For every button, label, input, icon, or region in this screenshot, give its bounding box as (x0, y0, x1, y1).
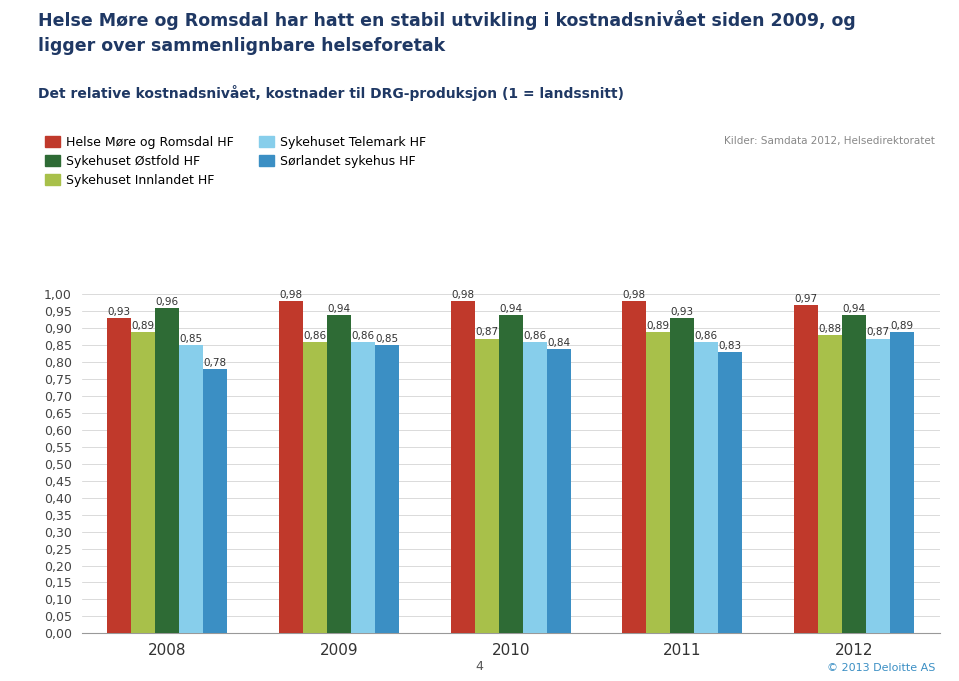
Text: 0,86: 0,86 (352, 331, 375, 341)
Bar (375, 345, 399, 633)
Text: 0,98: 0,98 (279, 290, 302, 300)
Text: 0,94: 0,94 (327, 304, 351, 314)
Text: 0,86: 0,86 (695, 331, 718, 341)
Text: 0,98: 0,98 (622, 290, 645, 300)
Text: 0,85: 0,85 (180, 334, 203, 345)
Bar (523, 342, 547, 633)
Bar (351, 342, 375, 633)
Bar (203, 369, 227, 633)
Bar (547, 349, 571, 633)
Bar (890, 332, 914, 633)
Text: © 2013 Deloitte AS: © 2013 Deloitte AS (827, 663, 935, 673)
Text: ligger over sammenlignbare helseforetak: ligger over sammenlignbare helseforetak (38, 37, 446, 55)
Bar (646, 332, 670, 633)
Text: 0,86: 0,86 (303, 331, 326, 341)
Bar (818, 335, 842, 633)
Bar (279, 301, 303, 633)
Bar (622, 301, 646, 633)
Text: 0,93: 0,93 (670, 307, 694, 317)
Legend: Helse Møre og Romsdal HF, Sykehuset Østfold HF, Sykehuset Innlandet HF, Sykehuse: Helse Møre og Romsdal HF, Sykehuset Østf… (45, 136, 426, 187)
Bar (794, 304, 818, 633)
Text: 0,85: 0,85 (376, 334, 399, 345)
Text: 0,93: 0,93 (107, 307, 130, 317)
Text: 0,87: 0,87 (475, 328, 498, 338)
Bar (179, 345, 203, 633)
Bar (131, 332, 155, 633)
Text: 0,89: 0,89 (891, 321, 914, 331)
Bar (451, 301, 475, 633)
Bar (475, 338, 499, 633)
Bar (303, 342, 327, 633)
Text: 0,83: 0,83 (719, 341, 742, 351)
Bar (155, 308, 179, 633)
Text: 0,86: 0,86 (524, 331, 547, 341)
Bar (499, 315, 523, 633)
Text: 0,78: 0,78 (204, 358, 227, 368)
Text: 0,89: 0,89 (646, 321, 669, 331)
Text: 0,87: 0,87 (867, 328, 890, 338)
Text: Helse Møre og Romsdal har hatt en stabil utvikling i kostnadsnivået siden 2009, : Helse Møre og Romsdal har hatt en stabil… (38, 10, 856, 30)
Bar (842, 315, 866, 633)
Bar (694, 342, 718, 633)
Text: 0,89: 0,89 (131, 321, 154, 331)
Bar (718, 352, 742, 633)
Text: 0,88: 0,88 (818, 324, 841, 334)
Bar (670, 318, 694, 633)
Bar (866, 338, 890, 633)
Text: 0,94: 0,94 (499, 304, 523, 314)
Text: Kilder: Samdata 2012, Helsedirektoratet: Kilder: Samdata 2012, Helsedirektoratet (724, 136, 935, 146)
Text: 0,84: 0,84 (548, 338, 571, 348)
Text: Det relative kostnadsnivået, kostnader til DRG-produksjon (1 = landssnitt): Det relative kostnadsnivået, kostnader t… (38, 85, 624, 101)
Text: 0,98: 0,98 (451, 290, 474, 300)
Text: 0,94: 0,94 (842, 304, 866, 314)
Bar (327, 315, 351, 633)
Bar (107, 318, 131, 633)
Text: 0,97: 0,97 (794, 294, 817, 304)
Text: 4: 4 (476, 660, 483, 673)
Text: 0,96: 0,96 (155, 297, 179, 307)
